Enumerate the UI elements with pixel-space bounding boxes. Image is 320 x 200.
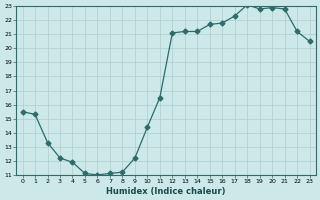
X-axis label: Humidex (Indice chaleur): Humidex (Indice chaleur) xyxy=(106,187,226,196)
